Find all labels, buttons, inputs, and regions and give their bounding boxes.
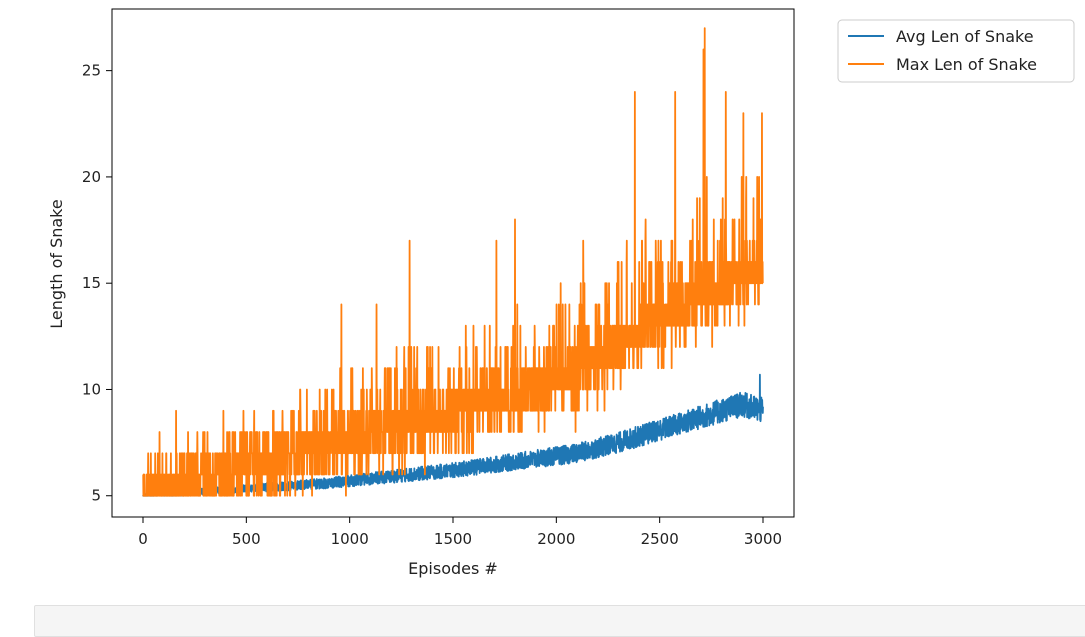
x-axis: 0 500 1000 1500 2000 2500 3000 — [138, 517, 782, 548]
y-tick-label: 15 — [82, 274, 101, 292]
series-layer — [142, 27, 764, 497]
x-tick-label: 1000 — [331, 530, 369, 548]
x-tick-label: 500 — [232, 530, 261, 548]
y-tick-label: 25 — [82, 62, 101, 80]
legend-frame — [837, 19, 1075, 83]
x-tick-label: 1500 — [434, 530, 472, 548]
x-axis-label: Episodes # — [408, 559, 498, 578]
cell-prompt-marker — [4, 604, 18, 618]
y-axis: 5 10 15 20 25 — [82, 62, 112, 505]
x-tick-label: 2000 — [537, 530, 575, 548]
x-tick-label: 3000 — [744, 530, 782, 548]
line-chart: 0 500 1000 1500 2000 2500 3000 5 10 15 20 25 Episo… — [47, 8, 1075, 578]
x-tick-label: 0 — [138, 530, 148, 548]
y-tick-label: 5 — [91, 487, 101, 505]
legend: Avg Len of Snake Max Len of Snake — [837, 19, 1075, 83]
next-code-cell[interactable] — [34, 605, 1085, 637]
y-tick-label: 10 — [82, 380, 101, 398]
series-line-max-len — [142, 27, 764, 497]
legend-label-avg: Avg Len of Snake — [896, 27, 1034, 46]
y-tick-label: 20 — [82, 168, 101, 186]
y-axis-label: Length of Snake — [47, 199, 66, 328]
x-tick-label: 2500 — [641, 530, 679, 548]
legend-label-max: Max Len of Snake — [896, 55, 1037, 74]
